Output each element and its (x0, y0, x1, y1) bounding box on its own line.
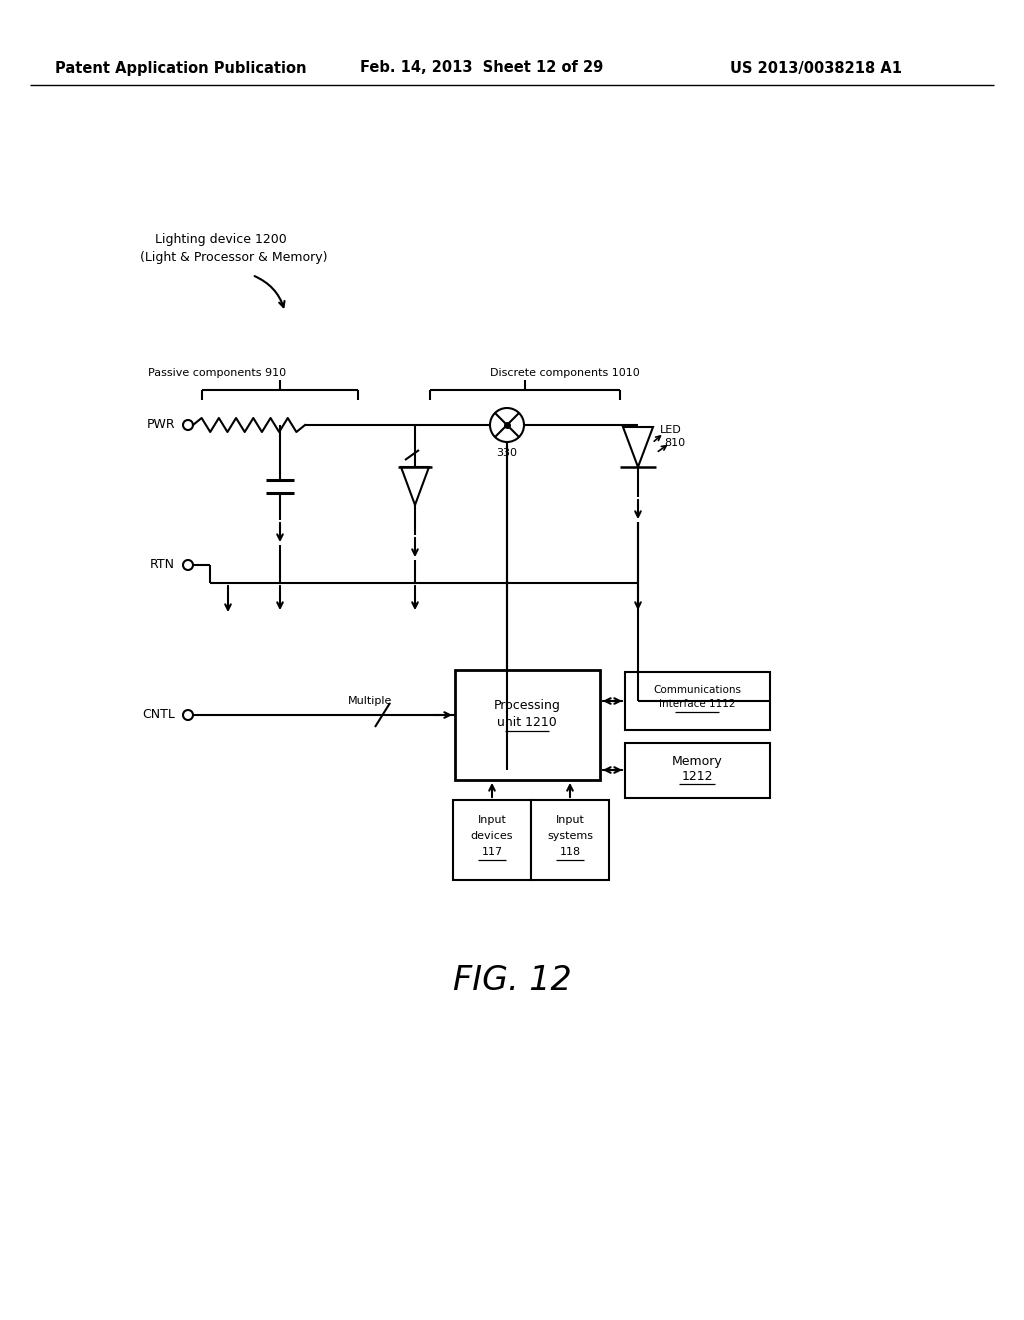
Text: RTN: RTN (150, 558, 175, 572)
Text: CNTL: CNTL (142, 709, 175, 722)
Text: US 2013/0038218 A1: US 2013/0038218 A1 (730, 61, 902, 75)
Text: Communications: Communications (653, 685, 741, 696)
Text: Multiple: Multiple (348, 696, 392, 706)
Bar (625, 743, 770, 799)
Bar (531, 800, 609, 880)
Text: Memory: Memory (672, 755, 722, 767)
Text: Patent Application Publication: Patent Application Publication (55, 61, 306, 75)
Text: Lighting device 1200: Lighting device 1200 (155, 234, 287, 247)
Text: unit 1210: unit 1210 (497, 717, 557, 730)
Text: Feb. 14, 2013  Sheet 12 of 29: Feb. 14, 2013 Sheet 12 of 29 (360, 61, 603, 75)
Text: 117: 117 (481, 847, 503, 857)
Bar (455, 671, 600, 780)
Text: Input: Input (556, 814, 585, 825)
Text: 810: 810 (664, 438, 685, 447)
Text: FIG. 12: FIG. 12 (453, 964, 571, 997)
Text: 330: 330 (497, 447, 517, 458)
Text: (Light & Processor & Memory): (Light & Processor & Memory) (140, 252, 328, 264)
Text: Passive components 910: Passive components 910 (148, 368, 286, 378)
Text: LED: LED (660, 425, 682, 436)
Text: PWR: PWR (146, 418, 175, 432)
Text: 118: 118 (559, 847, 581, 857)
Text: Input: Input (477, 814, 507, 825)
Text: Discrete components 1010: Discrete components 1010 (490, 368, 640, 378)
Text: interface 1112: interface 1112 (658, 700, 735, 709)
Text: 1212: 1212 (681, 770, 713, 783)
Bar (453, 800, 531, 880)
Bar (625, 672, 770, 730)
Text: Processing: Processing (494, 698, 560, 711)
Text: systems: systems (547, 832, 593, 841)
Text: devices: devices (471, 832, 513, 841)
